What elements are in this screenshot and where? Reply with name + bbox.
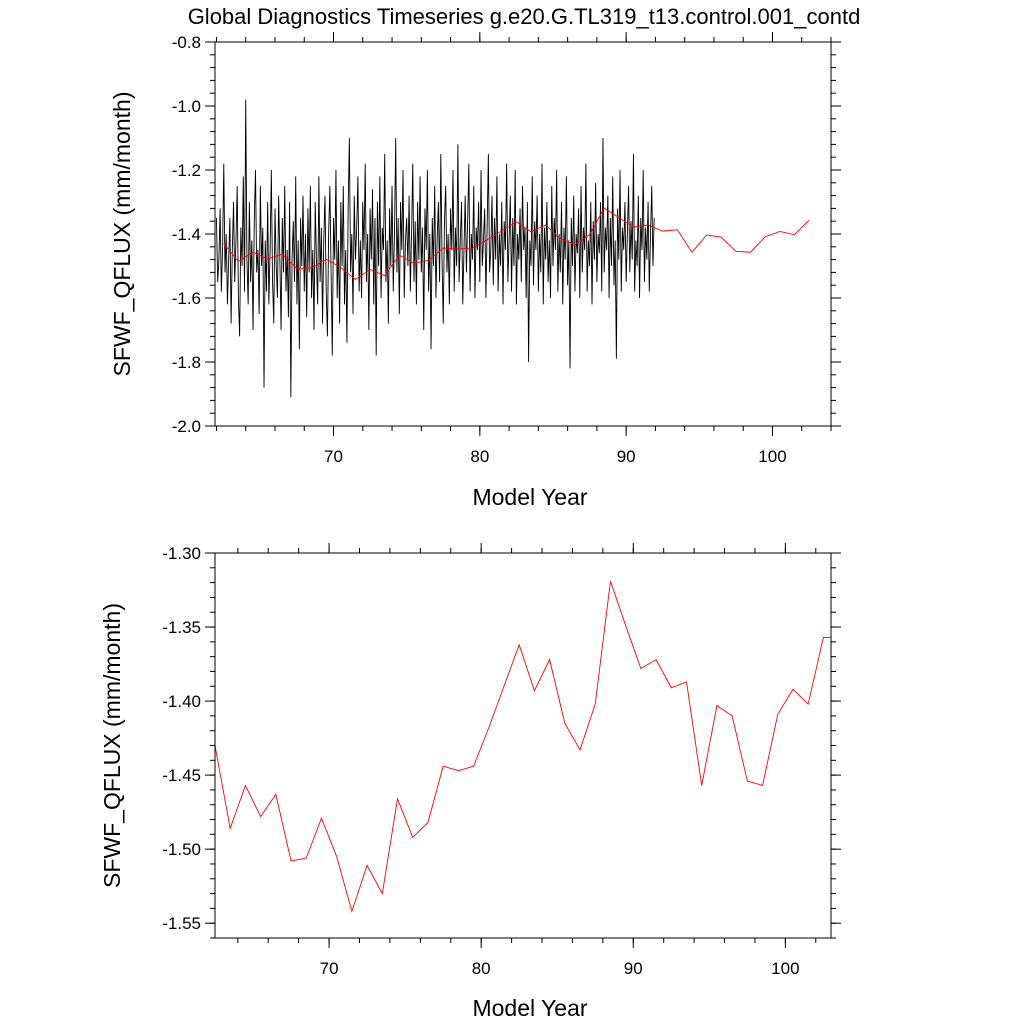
y-tick-label: -1.8 [172,353,201,372]
x-tick-label: 80 [470,447,489,466]
x-tick-label: 90 [617,447,636,466]
y-tick-label: -1.4 [172,225,201,244]
x-tick-label: 80 [472,959,491,978]
x-axis-label: Model Year [472,995,587,1021]
y-tick-label: -0.8 [172,33,201,52]
y-tick-label: -2.0 [172,417,201,436]
y-tick-label: -1.45 [162,766,201,785]
figure-title: Global Diagnostics Timeseries g.e20.G.TL… [188,4,861,29]
x-tick-label: 70 [324,447,343,466]
x-tick-label: 70 [320,959,339,978]
y-tick-label: -1.55 [162,914,201,933]
x-tick-label: 100 [771,959,799,978]
series-line-monthly [216,99,655,398]
y-tick-label: -1.50 [162,840,201,859]
y-axis-label: SFWF_QFLUX (mm/month) [99,603,125,888]
x-tick-label: 100 [758,447,786,466]
x-tick-label: 90 [624,959,643,978]
y-tick-label: -1.35 [162,618,201,637]
y-tick-label: -1.0 [172,97,201,116]
y-tick-label: -1.40 [162,692,201,711]
series-line-annual_mean [223,207,810,280]
y-tick-label: -1.2 [172,161,201,180]
top-panel-monthly-and-annual: -2.0 -1.8 -1.6 -1.4 -1.2 -1.0 -0.8 70 80 90 100 Mod… [109,32,841,510]
bottom-panel-annual-mean: -1.55 -1.50 -1.45 -1.40 -1.35 -1.30 70 80 90 100 M… [99,543,841,1021]
y-tick-label: -1.30 [162,544,201,563]
y-axis-label: SFWF_QFLUX (mm/month) [109,92,135,377]
series-line-annual_mean [215,580,831,913]
y-tick-label: -1.6 [172,289,201,308]
x-axis-label: Model Year [472,484,587,510]
